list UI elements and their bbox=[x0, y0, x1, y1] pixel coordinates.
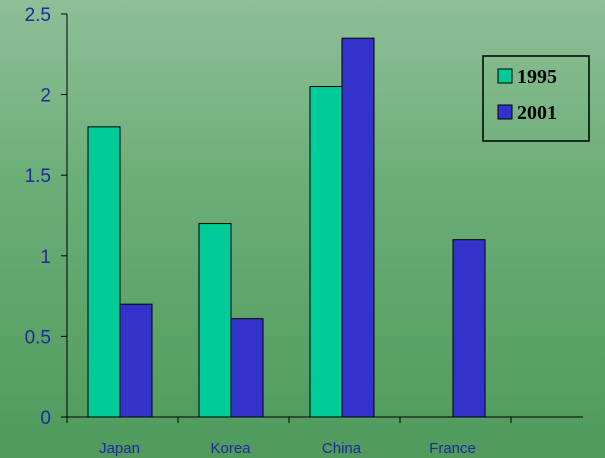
bar-2001-japan bbox=[119, 303, 153, 418]
legend: 1995 2001 bbox=[482, 55, 590, 142]
legend-swatch-1995 bbox=[497, 68, 513, 84]
legend-label: 2001 bbox=[517, 102, 557, 124]
y-tick-label: 0 bbox=[40, 408, 51, 429]
bar-1995-korea bbox=[198, 223, 232, 418]
bar-2001-china bbox=[341, 37, 375, 418]
x-category-label: France bbox=[429, 440, 476, 457]
y-tick-label: 2 bbox=[40, 86, 51, 107]
y-tick-label: 1 bbox=[40, 247, 51, 268]
bar-1995-china bbox=[309, 86, 343, 418]
y-tick-label: 0.5 bbox=[25, 327, 51, 348]
y-tick-label: 2.5 bbox=[25, 5, 51, 26]
x-category-label: Japan bbox=[99, 440, 140, 457]
bar-2001-korea bbox=[230, 318, 264, 418]
bar-2001-france bbox=[452, 239, 486, 418]
x-category-label: Korea bbox=[210, 440, 251, 457]
legend-box bbox=[482, 55, 590, 142]
legend-swatch-2001 bbox=[497, 104, 513, 120]
x-category-label: China bbox=[322, 440, 362, 457]
legend-label: 1995 bbox=[517, 66, 557, 88]
tick-labels: 0 0.5 1 1.5 2 2.5 Japan Korea China France bbox=[25, 5, 476, 457]
y-tick-label: 1.5 bbox=[25, 166, 51, 187]
bars bbox=[87, 37, 486, 418]
bar-1995-japan bbox=[87, 126, 121, 418]
